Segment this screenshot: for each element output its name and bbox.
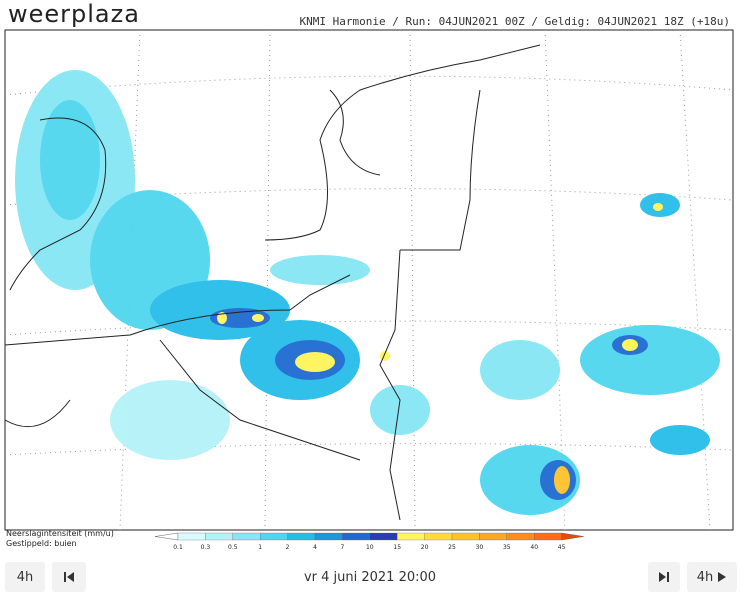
legend-subtitle: Gestippeld: buien xyxy=(6,539,77,548)
run-info: KNMI Harmonie / Run: 04JUN2021 00Z / Gel… xyxy=(300,15,730,28)
scale-label: 0.5 xyxy=(228,544,238,551)
scale-segment xyxy=(232,532,261,541)
play-icon xyxy=(718,572,727,582)
scale-segment xyxy=(451,532,480,541)
prev-button[interactable] xyxy=(52,562,86,592)
scale-label: 0.3 xyxy=(201,544,211,551)
scale-segment xyxy=(534,532,562,541)
scale-segment xyxy=(479,532,507,541)
scale-label: 2 xyxy=(286,544,290,551)
next-icon xyxy=(659,572,669,582)
color-scale: 0.1 0.3 0.5 1 2 4 7 10 15 20 25 30 35 40 45 xyxy=(154,532,584,551)
scale-segment xyxy=(342,532,370,541)
scale-label: 10 xyxy=(366,544,374,551)
scale-label: 7 xyxy=(340,544,344,551)
date-label: vr 4 juni 2021 20:00 xyxy=(303,569,437,585)
prev-icon xyxy=(64,572,74,582)
scale-label: 0.1 xyxy=(173,544,183,551)
scale-label: 1 xyxy=(258,544,262,551)
map-panel: weerplaza KNMI Harmonie / Run: 04JUN2021… xyxy=(4,0,734,551)
scale-label: 30 xyxy=(476,544,484,551)
borders xyxy=(4,44,541,521)
scale-segment xyxy=(397,532,425,541)
scale-label: 40 xyxy=(530,544,538,551)
scale-end xyxy=(561,532,584,541)
logo: weerplaza xyxy=(8,0,140,28)
precipitation xyxy=(15,70,720,515)
scale-segment xyxy=(205,532,233,541)
step-forward-label: 4h xyxy=(696,569,714,585)
scale-label: 45 xyxy=(558,544,566,551)
next-button[interactable] xyxy=(648,562,680,592)
scale-label: 25 xyxy=(448,544,456,551)
legend-title: Neerslagintensiteit (mm/u) xyxy=(6,529,114,538)
scale-segment xyxy=(260,532,288,541)
scale-segment xyxy=(506,532,535,541)
scale-segment xyxy=(177,532,206,541)
scale-label: 4 xyxy=(313,544,317,551)
scale-label: 15 xyxy=(393,544,401,551)
scale-label: 20 xyxy=(421,544,429,551)
step-forward-button[interactable]: 4h xyxy=(687,562,737,592)
scale-segment xyxy=(287,532,316,541)
scale-segment xyxy=(369,532,398,541)
scale-segment xyxy=(314,532,343,541)
scale-label: 35 xyxy=(503,544,511,551)
scale-segment xyxy=(424,532,453,541)
step-back-button[interactable]: 4h xyxy=(5,562,45,592)
scale-start xyxy=(154,532,179,541)
